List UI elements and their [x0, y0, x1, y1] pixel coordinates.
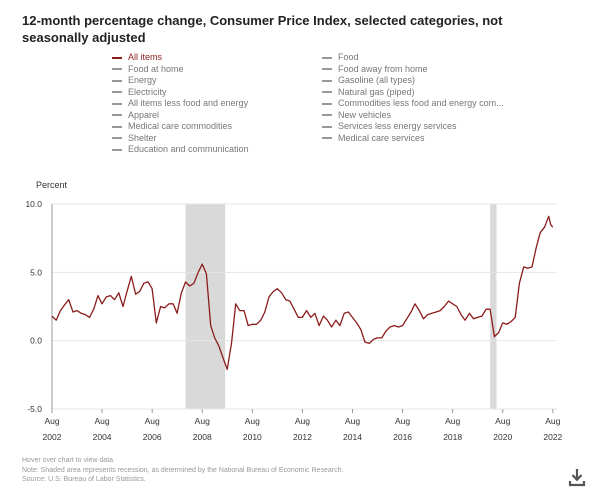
legend-swatch — [112, 125, 122, 128]
legend-label: Food at home — [128, 63, 184, 74]
y-axis-label: Percent — [36, 180, 68, 190]
legend-swatch — [322, 125, 332, 128]
x-tick-year: 2010 — [243, 432, 262, 442]
recession-band — [185, 204, 226, 409]
legend-item[interactable]: Electricity — [112, 87, 249, 99]
legend-swatch — [112, 79, 122, 82]
x-tick-year: 2014 — [343, 432, 362, 442]
x-tick-year: 2002 — [43, 432, 62, 442]
x-tick-month: Aug — [345, 416, 360, 426]
legend-item[interactable]: All items less food and energy — [112, 98, 249, 110]
legend-swatch — [322, 91, 332, 94]
legend-label: Food — [338, 52, 359, 62]
legend-label: Medical care services — [338, 132, 425, 143]
legend-label: Electricity — [128, 86, 167, 97]
legend-item[interactable]: All items — [112, 52, 249, 64]
hover-hint: Hover over chart to view data. — [22, 457, 115, 464]
legend-label: Natural gas (piped) — [338, 86, 415, 97]
x-tick-month: Aug — [445, 416, 460, 426]
legend-label: Services less energy services — [338, 121, 457, 131]
x-tick-year: 2018 — [443, 432, 462, 442]
legend-label: New vehicles — [338, 109, 392, 120]
legend-swatch — [112, 68, 122, 71]
legend-swatch — [322, 137, 332, 140]
x-tick-month: Aug — [245, 416, 260, 426]
legend-item[interactable]: New vehicles — [322, 110, 504, 122]
legend-label: All items — [128, 52, 163, 62]
legend-item[interactable]: Medical care services — [322, 133, 504, 145]
legend-item[interactable]: Medical care commodities — [112, 121, 249, 133]
legend-swatch — [322, 102, 332, 105]
x-tick-month: Aug — [395, 416, 410, 426]
legend-swatch — [112, 148, 122, 151]
legend-item[interactable]: Apparel — [112, 110, 249, 122]
legend-swatch — [112, 137, 122, 140]
legend-label: Commodities less food and energy com... — [338, 98, 504, 108]
x-tick-year: 2022 — [543, 432, 562, 442]
legend-item[interactable]: Services less energy services — [322, 121, 504, 133]
recession-band — [490, 204, 497, 409]
y-tick-label: 10.0 — [25, 199, 42, 209]
x-tick-month: Aug — [95, 416, 110, 426]
legend-item[interactable]: Education and communication — [112, 144, 249, 156]
legend-label: Energy — [128, 75, 157, 85]
legend-label: Education and communication — [128, 144, 249, 154]
y-tick-label: -5.0 — [27, 404, 42, 414]
legend-item[interactable]: Gasoline (all types) — [322, 75, 504, 87]
legend-item[interactable]: Food away from home — [322, 64, 504, 76]
x-tick-year: 2008 — [193, 432, 212, 442]
x-tick-year: 2004 — [93, 432, 112, 442]
legend-column-right: Food Food away from home Gasoline (all typ… — [322, 52, 504, 144]
x-tick-month: Aug — [195, 416, 210, 426]
legend-swatch — [322, 79, 332, 82]
legend-label: Medical care commodities — [128, 121, 233, 131]
legend-label: Shelter — [128, 132, 157, 143]
chart-title: 12-month percentage change, Consumer Pri… — [22, 13, 503, 45]
recession-note: Note: Shaded area represents recession, … — [22, 466, 344, 474]
series-line-all-items — [51, 215, 554, 371]
legend-item[interactable]: Natural gas (piped) — [322, 87, 504, 99]
x-tick-month: Aug — [495, 416, 510, 426]
legend-label: Food away from home — [338, 63, 428, 74]
legend-item[interactable]: Commodities less food and energy com... — [322, 98, 504, 110]
legend-swatch — [322, 114, 332, 117]
legend-item[interactable]: Shelter — [112, 133, 249, 145]
footnotes: Hover over chart to view data. Note: Sha… — [22, 456, 343, 485]
x-tick-month: Aug — [44, 416, 59, 426]
legend-item[interactable]: Food at home — [112, 64, 249, 76]
download-icon[interactable] — [568, 467, 586, 487]
legend-label: Gasoline (all types) — [338, 75, 416, 85]
legend-swatch — [112, 56, 122, 59]
legend-item[interactable]: Energy — [112, 75, 249, 87]
legend-label: Apparel — [128, 109, 160, 120]
y-tick-label: 0.0 — [30, 336, 42, 346]
legend-swatch — [112, 102, 122, 105]
x-tick-year: 2016 — [393, 432, 412, 442]
legend-swatch — [112, 91, 122, 94]
legend-swatch — [322, 56, 332, 59]
legend-item[interactable]: Food — [322, 52, 504, 64]
x-tick-month: Aug — [545, 416, 560, 426]
legend-label: All items less food and energy — [128, 98, 249, 108]
legend-swatch — [112, 114, 122, 117]
y-tick-label: 5.0 — [30, 267, 42, 277]
legend-column-left: All items Food at home Energy Electricity Al… — [112, 52, 249, 156]
x-tick-year: 2006 — [143, 432, 162, 442]
x-tick-year: 2012 — [293, 432, 312, 442]
x-tick-month: Aug — [295, 416, 310, 426]
x-tick-month: Aug — [145, 416, 160, 426]
legend-swatch — [322, 68, 332, 71]
x-tick-year: 2020 — [493, 432, 512, 442]
source-note: Source: U.S. Bureau of Labor Statistics. — [22, 476, 146, 483]
